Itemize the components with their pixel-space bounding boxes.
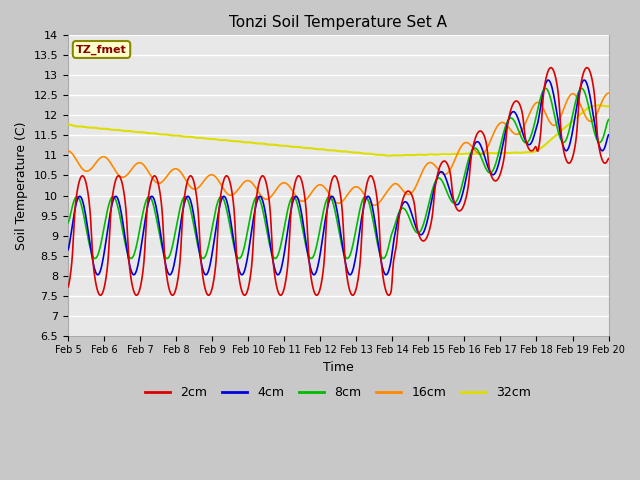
X-axis label: Time: Time [323,361,354,374]
Legend: 2cm, 4cm, 8cm, 16cm, 32cm: 2cm, 4cm, 8cm, 16cm, 32cm [140,382,536,405]
Y-axis label: Soil Temperature (C): Soil Temperature (C) [15,121,28,250]
Text: TZ_fmet: TZ_fmet [76,44,127,55]
Title: Tonzi Soil Temperature Set A: Tonzi Soil Temperature Set A [229,15,447,30]
